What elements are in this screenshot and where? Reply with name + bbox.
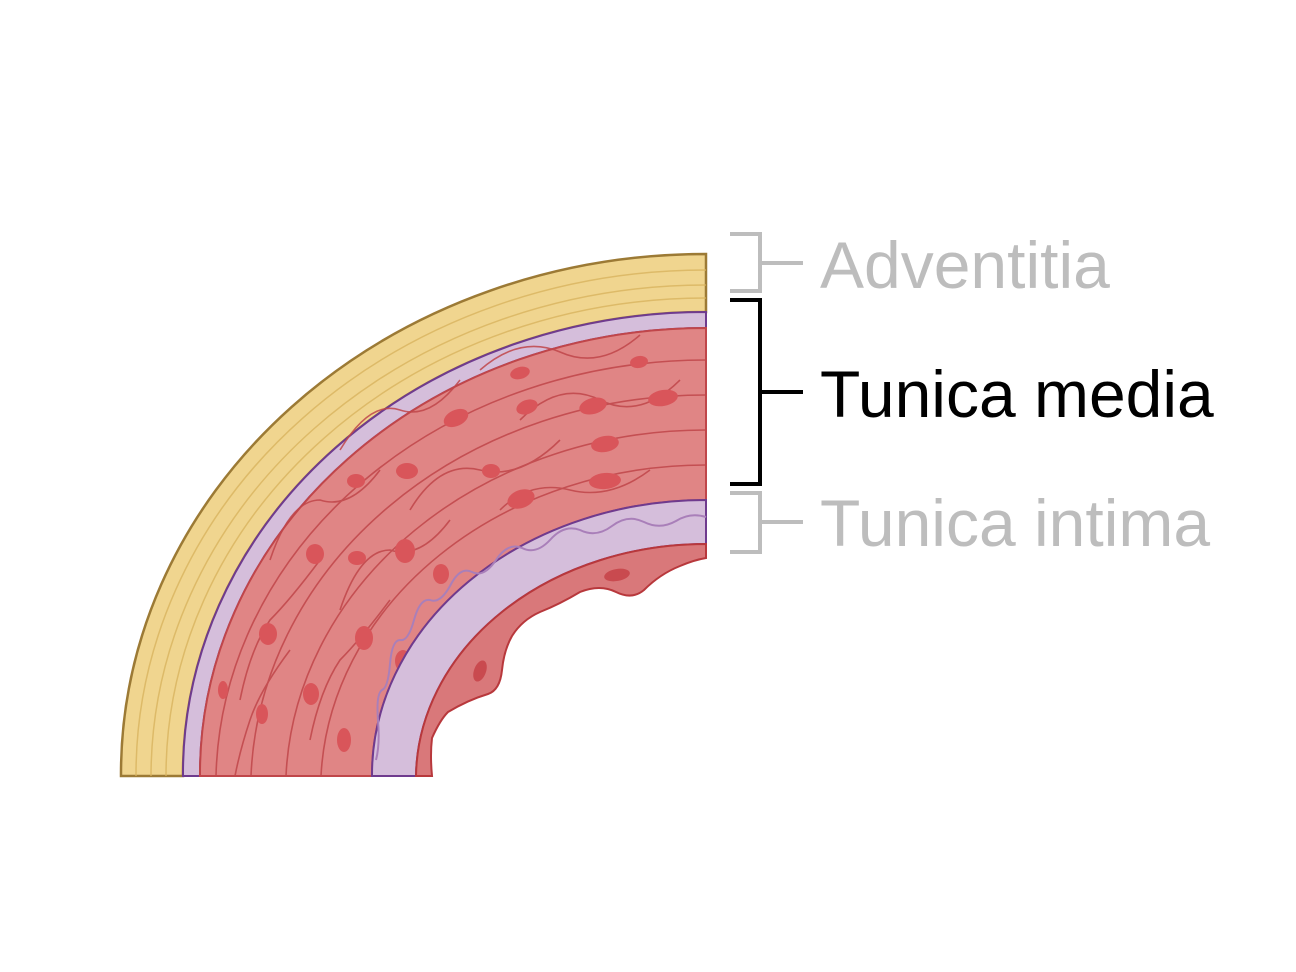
endothelial-nuclei xyxy=(473,568,630,682)
tunica-intima-label: Tunica intima xyxy=(820,486,1210,560)
elastic-lamina-wave xyxy=(375,514,707,761)
adventitia-bracket xyxy=(730,232,803,293)
tunica-media-label: Tunica media xyxy=(820,357,1214,431)
tunica-intima-bracket xyxy=(730,491,803,554)
adventitia-label: Adventitia xyxy=(820,228,1110,302)
endothelium-layer xyxy=(414,542,707,777)
tunica-media-bracket xyxy=(730,298,803,486)
adventitia-fibers xyxy=(135,269,707,777)
